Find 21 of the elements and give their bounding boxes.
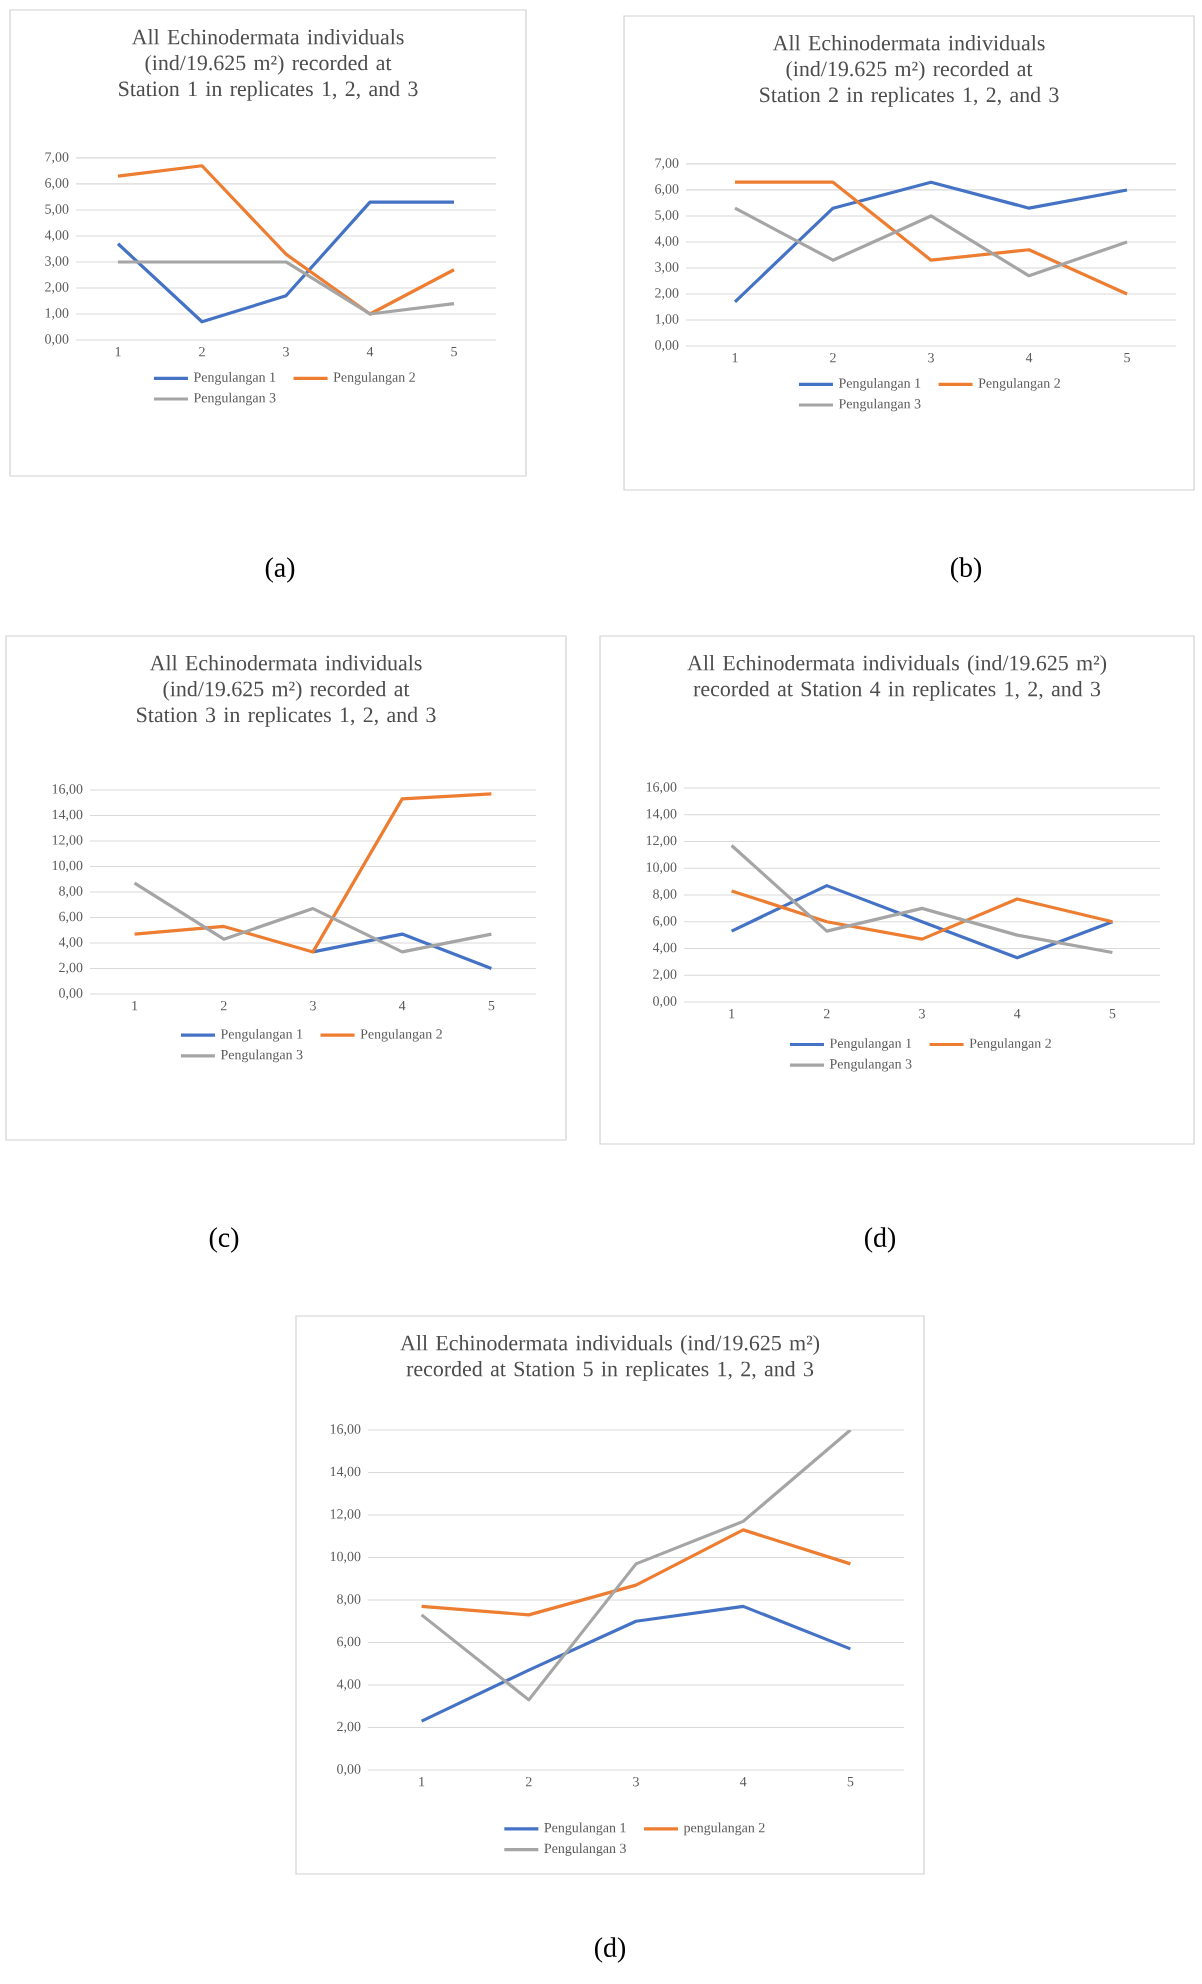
text: (d) bbox=[864, 1227, 896, 1253]
chart-title: All Echinodermata individuals (ind/19.625 m²) recorded at Station 1 in replicates 1, 2, and 3 bbox=[119, 29, 418, 101]
line-series bbox=[116, 200, 456, 324]
line-series bbox=[730, 884, 1115, 960]
chart-title: All Echinodermata individuals (ind/19.625 m²) recorded at Station 2 in replicates 1, 2, and 3 bbox=[760, 35, 1059, 107]
text: (a) bbox=[265, 557, 295, 583]
line-series bbox=[420, 1604, 853, 1723]
chart-title: All Echinodermata individuals (ind/19.625 m²) recorded at Station 3 in replicates 1, 2, and 3 bbox=[137, 655, 436, 727]
chart-title: All Echinodermata individuals (ind/19.625 m²) recorded at Station 5 in replicates 1, 2, and 3 bbox=[400, 1335, 820, 1381]
line-series bbox=[420, 1528, 853, 1617]
line-series bbox=[730, 889, 1115, 941]
chart-title: All Echinodermata individuals (ind/19.625 m²) recorded at Station 4 in replicates 1, 2, and 3 bbox=[687, 655, 1107, 701]
text: (d) bbox=[594, 1937, 626, 1963]
text: (b) bbox=[950, 557, 982, 583]
text: (c) bbox=[209, 1227, 239, 1253]
line-series bbox=[116, 164, 456, 316]
line-series bbox=[133, 881, 493, 954]
line-series bbox=[730, 843, 1115, 955]
line-series bbox=[420, 1430, 852, 1702]
line-series bbox=[133, 792, 493, 954]
line-series bbox=[733, 206, 1129, 278]
